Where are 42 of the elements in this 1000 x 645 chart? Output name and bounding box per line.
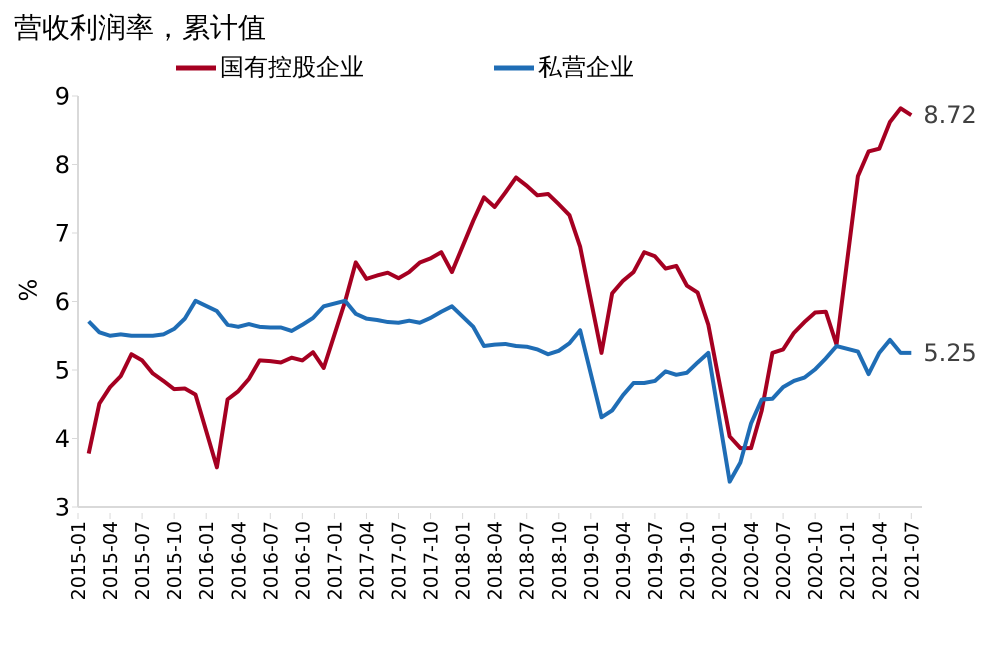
chart-title: 营收利润率，累计值 (13, 10, 267, 46)
data-label: 8.72 (923, 101, 977, 130)
x-tick-label: 2017-10 (420, 521, 443, 600)
x-tick-label: 2019-07 (644, 521, 667, 600)
data-label: 5.25 (923, 338, 977, 367)
x-tick-label: 2020-01 (709, 521, 732, 600)
y-tick-label: 7 (54, 220, 70, 248)
x-tick-label: 2015-01 (68, 521, 90, 600)
y-axis-title: % (14, 278, 43, 302)
x-tick-label: 2018-10 (548, 521, 571, 600)
y-tick-label: 6 (54, 288, 70, 316)
line-series (86, 298, 914, 484)
x-tick-label: 2017-04 (356, 521, 378, 600)
x-tick-label: 2019-04 (612, 521, 635, 600)
x-tick-label: 2019-01 (580, 521, 603, 600)
x-tick-label: 2017-01 (324, 521, 346, 600)
x-tick-label: 2018-04 (484, 521, 507, 600)
x-tick-label: 2021-01 (837, 521, 860, 600)
x-tick-label: 2016-04 (228, 521, 250, 600)
x-tick-label: 2018-07 (516, 521, 539, 600)
x-tick-label: 2020-07 (773, 521, 796, 600)
y-tick-label: 3 (54, 494, 70, 522)
x-tick-label: 2015-04 (100, 521, 122, 600)
x-tick-label: 2021-07 (901, 521, 924, 600)
x-tick-label: 2018-01 (452, 521, 475, 600)
x-tick-label: 2016-07 (260, 521, 282, 600)
x-tick-label: 2020-10 (805, 521, 828, 600)
legend-label: 私营企业 (538, 52, 634, 81)
y-tick-label: 8 (54, 151, 70, 180)
y-tick-label: 4 (54, 425, 70, 454)
x-tick-label: 2015-10 (164, 521, 186, 600)
line-series (86, 106, 914, 470)
x-tick-label: 2020-04 (741, 521, 764, 600)
x-tick-label: 2021-04 (869, 521, 892, 600)
legend-label: 国有控股企业 (220, 52, 364, 81)
x-tick-label: 2017-07 (388, 521, 411, 600)
x-tick-label: 2019-10 (676, 521, 699, 600)
x-tick-label: 2016-10 (292, 521, 314, 600)
x-tick-label: 2015-07 (132, 521, 154, 600)
y-tick-label: 5 (54, 356, 70, 385)
x-tick-label: 2016-01 (196, 521, 218, 600)
y-tick-label: 9 (54, 82, 70, 111)
